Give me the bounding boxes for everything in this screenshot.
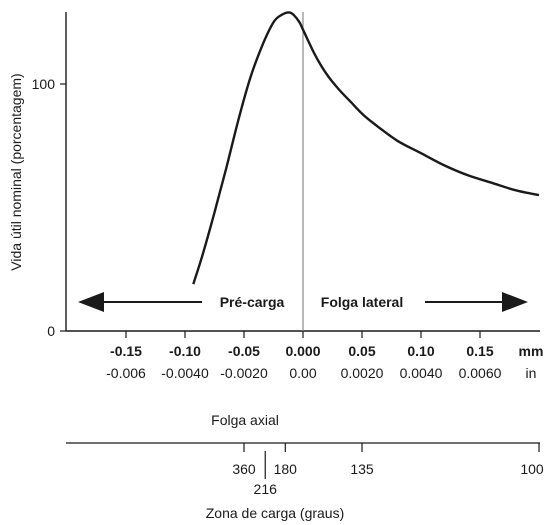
x-mm-tick-label: -0.15 [110,343,142,359]
x-ticks: -0.15-0.006-0.10-0.0040-0.05-0.00200.000… [106,331,502,381]
x-mm-tick-label: 0.05 [348,343,375,359]
preload-label: Pré-carga [220,294,285,310]
load-zone-sub-tick-label: 216 [254,481,278,497]
x-in-tick-label: -0.0040 [161,365,209,381]
y-tick-label: 100 [32,76,56,92]
y-tick-label: 0 [47,323,55,339]
mm-unit-label: mm [519,343,544,359]
x-in-tick-label: 0.0040 [400,365,443,381]
y-axis-label: Vida útil nominal (porcentagem) [8,73,24,270]
x-mm-tick-label: -0.05 [228,343,260,359]
x-in-tick-label: -0.006 [106,365,146,381]
x-in-tick-label: 0.0020 [341,365,384,381]
load-zone-ticks: 360 180 135 100 216 [232,443,544,497]
load-zone-tick-label: 100 [520,461,544,477]
x-in-tick-label: -0.0020 [220,365,268,381]
x-mm-tick-label: 0.15 [466,343,493,359]
x-in-tick-label: 0.00 [289,365,316,381]
load-zone-tick-label: 135 [350,461,374,477]
in-unit-label: in [526,365,537,381]
x-in-tick-label: 0.0060 [459,365,502,381]
side-clearance-label: Folga lateral [321,294,403,310]
y-ticks: 0 100 [32,76,66,339]
x-axis-label: Folga axial [211,412,279,428]
load-zone-tick-label: 180 [274,461,298,477]
load-zone-label: Zona de carga (graus) [206,505,345,521]
preload-arrowhead [78,292,104,312]
x-mm-tick-label: -0.10 [169,343,201,359]
x-mm-tick-label: 0.10 [407,343,434,359]
load-zone-tick-label: 360 [232,461,256,477]
x-mm-tick-label: 0.000 [285,343,320,359]
life-curve [192,11,540,285]
side-clearance-arrowhead [502,292,528,312]
